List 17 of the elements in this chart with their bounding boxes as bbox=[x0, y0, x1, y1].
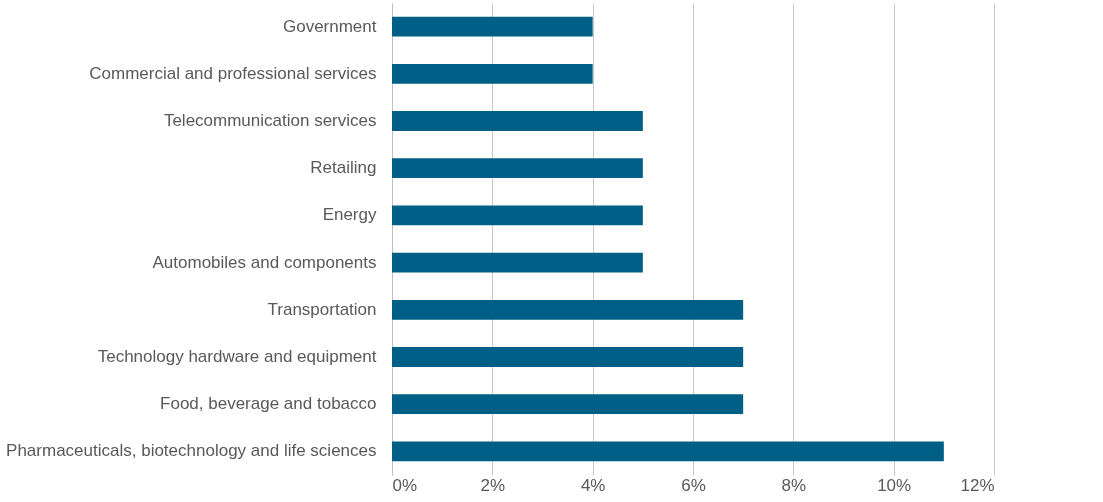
x-tick-label: 12% bbox=[960, 475, 995, 495]
y-tick-label: Retailing bbox=[310, 158, 377, 178]
x-tick-label: 6% bbox=[681, 475, 706, 495]
y-tick-label: Telecommunication services bbox=[163, 111, 377, 130]
y-tick-label: Commercial and professional services bbox=[89, 63, 377, 83]
y-tick-label: Automobiles and components bbox=[152, 252, 377, 272]
x-tick-label: 2% bbox=[480, 475, 506, 495]
y-tick-label: Pharmaceuticals, biotechnology and life sciences bbox=[6, 441, 377, 461]
y-tick-label: Technology hardware and equipment bbox=[97, 347, 377, 366]
x-tick-label: 0% bbox=[392, 475, 418, 495]
y-tick-label: Food, beverage and tobacco bbox=[160, 394, 377, 414]
x-tick-label: 4% bbox=[580, 475, 606, 495]
y-tick-label: Government bbox=[282, 16, 377, 36]
y-tick-label: Transportation bbox=[267, 299, 377, 319]
y-tick-label: Energy bbox=[322, 205, 377, 225]
x-tick-label: 8% bbox=[781, 475, 807, 495]
x-tick-label: 10% bbox=[877, 475, 912, 495]
